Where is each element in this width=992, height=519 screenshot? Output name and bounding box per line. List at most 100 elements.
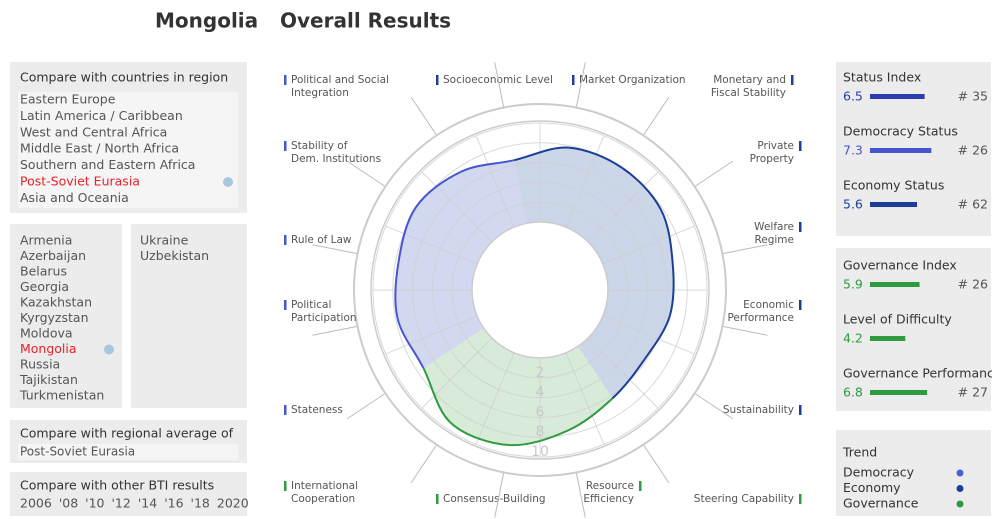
r-tick-label: 2 <box>536 365 545 381</box>
leader-line <box>410 96 437 135</box>
trend-dot[interactable] <box>956 500 964 508</box>
country-item[interactable]: Moldova <box>20 326 73 341</box>
criterion-label: Political and Social Integration <box>291 74 389 99</box>
year-link[interactable]: 2006 <box>20 496 52 511</box>
country-item[interactable]: Kazakhstan <box>20 295 92 310</box>
index-name: Status Index <box>843 70 921 85</box>
index-bar <box>870 94 925 99</box>
trend-title: Trend <box>842 445 877 460</box>
criterion-label: Political Participation <box>291 299 357 324</box>
criterion-marker <box>436 75 439 85</box>
country-item[interactable]: Tajikistan <box>19 372 78 387</box>
leader-line <box>695 160 734 187</box>
inner-ring <box>370 120 710 460</box>
average-value[interactable]: Post-Soviet Eurasia <box>20 445 135 459</box>
score-line <box>394 261 400 319</box>
grid-spoke <box>475 352 515 445</box>
country-item[interactable]: Russia <box>20 357 60 372</box>
leader-line <box>410 445 437 484</box>
criterion-marker <box>799 300 802 310</box>
region-item[interactable]: Asia and Oceania <box>20 190 129 205</box>
grid-spoke <box>385 225 478 265</box>
grid-spoke <box>587 171 659 243</box>
year-link[interactable]: 2020 <box>217 496 249 511</box>
index-name: Economy Status <box>843 178 944 193</box>
trend-item[interactable]: Economy <box>843 480 901 495</box>
index-bar <box>870 390 928 395</box>
region-item[interactable]: West and Central Africa <box>20 124 167 139</box>
criterion-marker <box>791 75 794 85</box>
index-bar <box>870 202 918 207</box>
year-link[interactable]: '14 <box>138 496 157 511</box>
country-item[interactable]: Uzbekistan <box>140 248 209 263</box>
center-hole <box>471 221 609 359</box>
score-line <box>460 159 515 173</box>
region-item[interactable]: Eastern Europe <box>20 92 116 107</box>
criterion-label: Monetary and Fiscal Stability <box>711 74 786 99</box>
year-link[interactable]: '08 <box>59 496 78 511</box>
region-item[interactable]: Southern and Eastern Africa <box>20 157 195 172</box>
year-link[interactable]: '18 <box>191 496 210 511</box>
region-item[interactable]: Middle East / North Africa <box>20 141 179 156</box>
region-list <box>18 92 238 208</box>
leader-line <box>575 473 586 518</box>
criterion-label: Market Organization <box>579 74 686 86</box>
grid-spoke <box>421 171 493 243</box>
criterion-label: Consensus-Building <box>443 493 546 505</box>
grid-spoke <box>385 315 478 355</box>
leader-line <box>312 244 357 255</box>
country-item[interactable]: Armenia <box>20 233 72 248</box>
country-panel-2 <box>131 224 247 408</box>
trend-dot[interactable] <box>956 485 964 492</box>
criterion-marker <box>799 405 802 415</box>
trend-item[interactable]: Democracy <box>843 465 915 480</box>
results-panel <box>10 472 247 516</box>
score-line <box>568 146 623 169</box>
country-title: Mongolia <box>155 9 258 33</box>
criterion-marker <box>284 75 287 85</box>
score-line <box>611 359 646 400</box>
region-panel-title: Compare with countries in region <box>20 70 228 85</box>
criterion-marker <box>284 405 287 415</box>
country-item[interactable]: Kyrgyzstan <box>20 310 89 325</box>
criterion-marker <box>799 494 802 504</box>
country-item[interactable]: Georgia <box>20 279 69 294</box>
index-bar <box>870 148 932 153</box>
region-item[interactable]: Latin America / Caribbean <box>20 108 183 123</box>
leader-line <box>643 445 670 484</box>
year-link[interactable]: '16 <box>164 496 183 511</box>
criterion-label: Resource Efficiency <box>583 480 634 505</box>
country-item[interactable]: Belarus <box>20 264 67 279</box>
country-item[interactable]: Mongolia <box>20 341 77 356</box>
trend-item[interactable]: Governance <box>843 496 919 511</box>
region-item[interactable]: Post-Soviet Eurasia <box>20 174 140 189</box>
leader-line <box>695 393 734 420</box>
criterion-marker <box>639 481 642 491</box>
criterion-marker <box>436 494 439 504</box>
country-item[interactable]: Ukraine <box>140 233 189 248</box>
index-name: Level of Difficulty <box>843 312 952 327</box>
criterion-marker <box>572 75 575 85</box>
grid-spoke <box>475 135 515 228</box>
score-line <box>422 367 452 424</box>
criterion-label: Sustainability <box>723 404 794 416</box>
index-rank: # 35 <box>958 89 988 104</box>
trend-panel <box>836 430 991 516</box>
criterion-label: Stateness <box>291 404 343 416</box>
country-item[interactable]: Turkmenistan <box>19 388 104 403</box>
leader-line <box>494 473 505 518</box>
grid-spoke <box>602 225 695 265</box>
criterion-label: Stability of Dem. Institutions <box>291 140 381 165</box>
trend-dot[interactable] <box>956 469 964 477</box>
r-tick-label: 4 <box>536 385 545 401</box>
score-line <box>643 315 671 361</box>
leader-line <box>723 325 768 336</box>
year-link[interactable]: '10 <box>85 496 104 511</box>
country-item[interactable]: Azerbaijan <box>20 248 86 263</box>
year-link[interactable]: '12 <box>112 496 131 511</box>
score-line <box>659 208 674 264</box>
country-panel <box>10 224 122 408</box>
criterion-label: Rule of Law <box>291 234 352 246</box>
score-line <box>509 429 569 447</box>
